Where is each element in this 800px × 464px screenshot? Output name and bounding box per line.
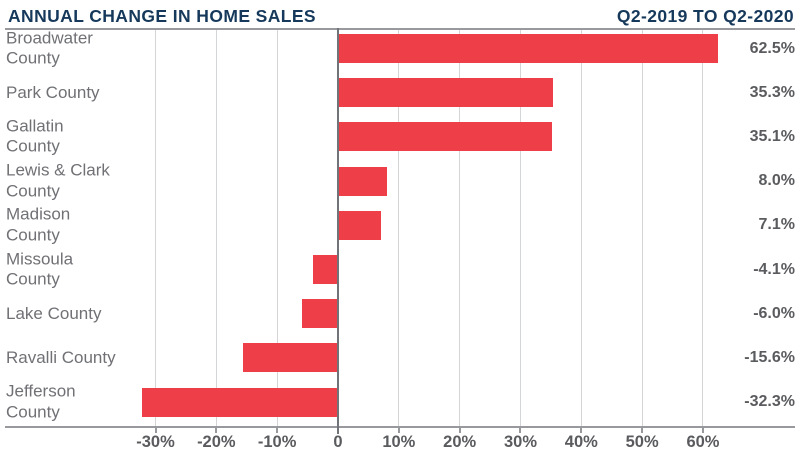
value-label: -32.3% [744,393,795,411]
bar-gallatin-county [338,122,552,152]
category-label-line: Lake County [6,303,102,323]
bar-lewis-clark-county [338,166,387,196]
bar-broadwater-county [338,34,719,63]
axis-tick-30 [519,428,522,433]
bar-lake-county [301,299,338,329]
plot-top-border [5,28,795,30]
gridline-40 [580,28,582,426]
category-label-line: County [6,225,60,245]
bar-jefferson-county [141,387,338,417]
category-label-line: County [6,181,60,201]
value-label: -15.6% [744,348,795,366]
value-label: 7.1% [758,216,795,234]
category-label-line: Madison [6,204,71,224]
gridline--10 [276,28,278,426]
x-tick-label-60: 60% [686,433,720,451]
axis-tick--10 [276,428,279,433]
axis-tick-50 [641,428,644,433]
category-label: Lewis & Clark County [6,161,151,202]
chart-subtitle: Q2-2019 TO Q2-2020 [616,6,794,26]
gridline-20 [459,28,461,426]
category-label: Missoula County [6,249,151,290]
x-tick-label-50: 50% [625,433,659,451]
value-label: 35.1% [749,127,795,145]
category-label: Madison County [6,205,151,246]
axis-tick-10 [397,428,400,433]
gridline--20 [215,28,217,426]
category-label-line: County [6,48,60,68]
category-label-line: Ravalli County [6,347,116,367]
value-label: -4.1% [753,260,795,278]
category-label-line: Broadwater [6,28,93,47]
axis-tick--30 [154,428,157,433]
category-label: Ravalli County [6,348,151,369]
x-axis-line [5,426,795,428]
category-label-line: Missoula [6,249,74,268]
category-label-line: County [6,269,60,289]
category-label-line: Gallatin [6,116,64,136]
category-label: Jefferson County [6,382,151,423]
category-label-line: County [6,136,60,156]
axis-tick-60 [701,428,704,433]
category-label-line: Lewis & Clark [6,160,110,180]
x-tick-label--30: -30% [136,433,175,451]
zero-axis-line [337,28,339,434]
gridline-10 [398,28,400,426]
x-tick-label--20: -20% [197,433,236,451]
x-tick-label-20: 20% [443,433,477,451]
category-label-line: Park County [6,82,100,102]
gridline-60 [702,28,704,426]
bar-ravalli-county [243,343,338,373]
category-label: Gallatin County [6,116,151,157]
chart-title: ANNUAL CHANGE IN HOME SALES [8,6,316,26]
bar-madison-county [338,210,382,240]
value-label: 62.5% [749,39,795,57]
bar-park-county [338,78,553,108]
axis-tick-40 [580,428,583,433]
x-tick-label-0: 0 [333,433,343,451]
category-label: Broadwater County [6,28,151,69]
gridline-30 [519,28,521,426]
axis-tick-20 [458,428,461,433]
category-label-line: County [6,402,60,422]
value-label: -6.0% [753,304,795,322]
x-tick-label--10: -10% [257,433,297,451]
axis-tick--20 [215,428,218,433]
x-tick-label-10: 10% [382,433,416,451]
category-label-line: Jefferson [6,381,76,401]
category-label: Lake County [6,303,151,324]
bar-missoula-county [313,255,338,284]
gridline-50 [641,28,643,426]
value-label: 35.3% [749,83,795,101]
category-label: Park County [6,82,151,103]
value-label: 8.0% [758,172,795,190]
x-tick-label-40: 40% [564,433,598,451]
gridline--30 [155,28,156,426]
x-tick-label-30: 30% [503,433,537,451]
